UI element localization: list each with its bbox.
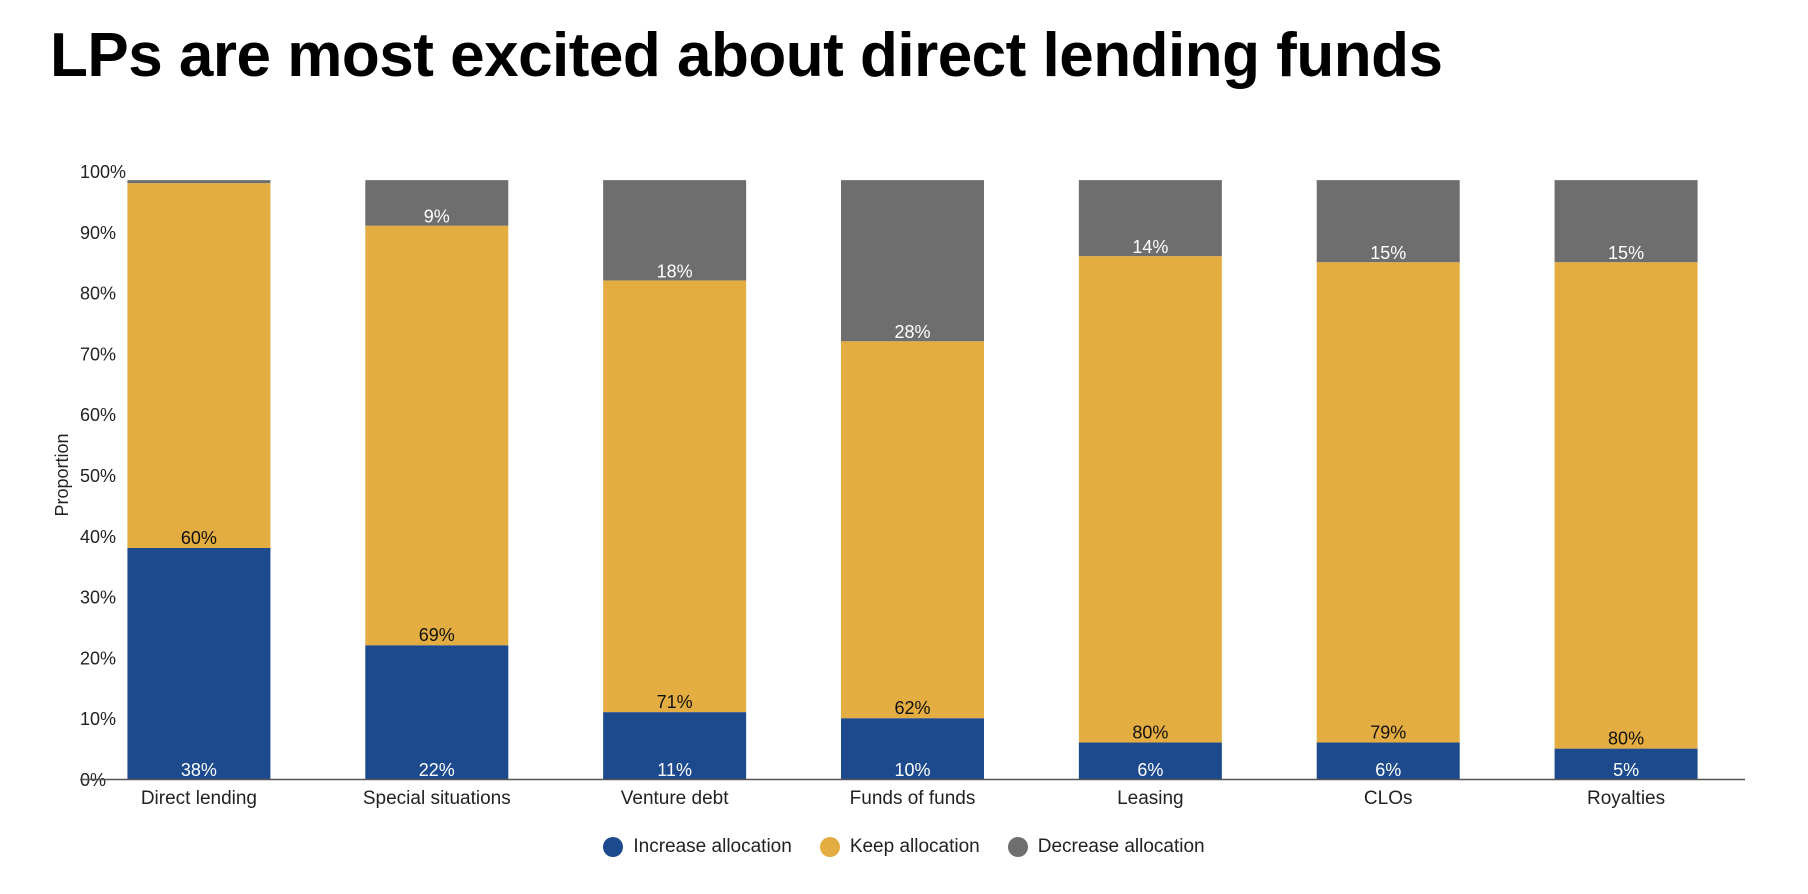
data-label-increase: 11% xyxy=(657,760,692,780)
x-tick-label: Venture debt xyxy=(621,788,729,809)
legend-swatch-increase xyxy=(603,837,624,857)
bar-segment-increase xyxy=(127,547,271,779)
x-tick-label: Direct lending xyxy=(141,788,257,809)
y-tick-label: 70% xyxy=(80,344,116,364)
legend-label-keep: Keep allocation xyxy=(849,836,980,857)
data-label-increase: 6% xyxy=(1137,760,1163,780)
x-tick-label: CLOs xyxy=(1364,788,1413,809)
legend-item-increase: Increase allocation xyxy=(603,836,792,858)
data-label-keep: 80% xyxy=(1132,723,1168,743)
bar-segment-decrease xyxy=(1078,180,1222,257)
x-tick-label: Leasing xyxy=(1117,788,1184,809)
data-label-keep: 79% xyxy=(1370,723,1406,743)
data-label-keep: 80% xyxy=(1608,729,1644,749)
legend-swatch-keep xyxy=(819,837,840,857)
legend-label-decrease: Decrease allocation xyxy=(1037,836,1205,857)
data-label-increase: 38% xyxy=(181,760,217,780)
data-label-decrease: 15% xyxy=(1608,243,1644,263)
data-label-keep: 71% xyxy=(657,692,693,712)
y-tick-label: 30% xyxy=(80,588,116,608)
bar-segment-decrease xyxy=(1316,180,1460,263)
bar-segment-increase xyxy=(1078,742,1222,779)
data-label-decrease: 18% xyxy=(657,261,693,281)
data-label-decrease: 14% xyxy=(1132,237,1168,257)
bar-segment-keep xyxy=(127,183,271,548)
bar-segment-keep xyxy=(1078,256,1222,743)
bar-segment-keep xyxy=(841,341,984,719)
data-label-increase: 6% xyxy=(1375,760,1401,780)
legend-swatch-decrease xyxy=(1007,837,1028,857)
bar-segment-increase xyxy=(1316,742,1460,779)
y-tick-label: 20% xyxy=(80,648,116,668)
x-tick-label: Funds of funds xyxy=(850,788,976,809)
chart-title: LPs are most excited about direct lendin… xyxy=(50,21,1443,90)
data-label-keep: 60% xyxy=(181,528,217,548)
y-tick-label: 100% xyxy=(80,162,126,182)
y-tick-label: 80% xyxy=(80,284,116,304)
legend-label-increase: Increase allocation xyxy=(633,836,792,857)
bar-segment-keep xyxy=(603,280,747,713)
data-label-decrease: 28% xyxy=(894,322,930,342)
x-tick-label: Royalties xyxy=(1587,788,1665,809)
data-label-decrease: 15% xyxy=(1370,243,1406,263)
data-label-keep: 69% xyxy=(419,625,455,645)
y-tick-label: 60% xyxy=(80,405,116,425)
x-tick-label: Special situations xyxy=(363,788,511,809)
data-label-increase: 10% xyxy=(894,760,930,780)
y-tick-label: 50% xyxy=(80,466,116,486)
y-tick-label: 90% xyxy=(80,223,116,243)
data-label-keep: 62% xyxy=(894,698,930,718)
bar-segment-increase xyxy=(841,718,984,779)
data-label-decrease: 9% xyxy=(424,207,450,227)
bar-segment-keep xyxy=(1554,262,1698,749)
bar-segment-decrease xyxy=(1554,180,1698,263)
bar-segment-decrease xyxy=(841,180,984,342)
y-tick-label: 40% xyxy=(80,527,116,547)
bar-segment-keep xyxy=(1316,262,1460,743)
legend-item-decrease: Decrease allocation xyxy=(1007,836,1205,858)
bar-segment-decrease xyxy=(603,180,747,281)
legend: Increase allocation Keep allocation Decr… xyxy=(0,836,1808,858)
legend-item-keep: Keep allocation xyxy=(819,836,980,858)
y-tick-label: 10% xyxy=(80,709,116,729)
data-label-increase: 5% xyxy=(1613,760,1639,780)
bar-segment-increase xyxy=(1554,748,1698,779)
data-label-increase: 22% xyxy=(419,760,455,780)
bar-segment-decrease xyxy=(365,180,509,226)
bar-segment-keep xyxy=(365,225,509,646)
bar-segment-decrease xyxy=(127,180,271,184)
bar-segment-increase xyxy=(603,712,747,779)
bar-segment-increase xyxy=(365,645,509,779)
y-axis-label: Proportion xyxy=(52,433,72,516)
